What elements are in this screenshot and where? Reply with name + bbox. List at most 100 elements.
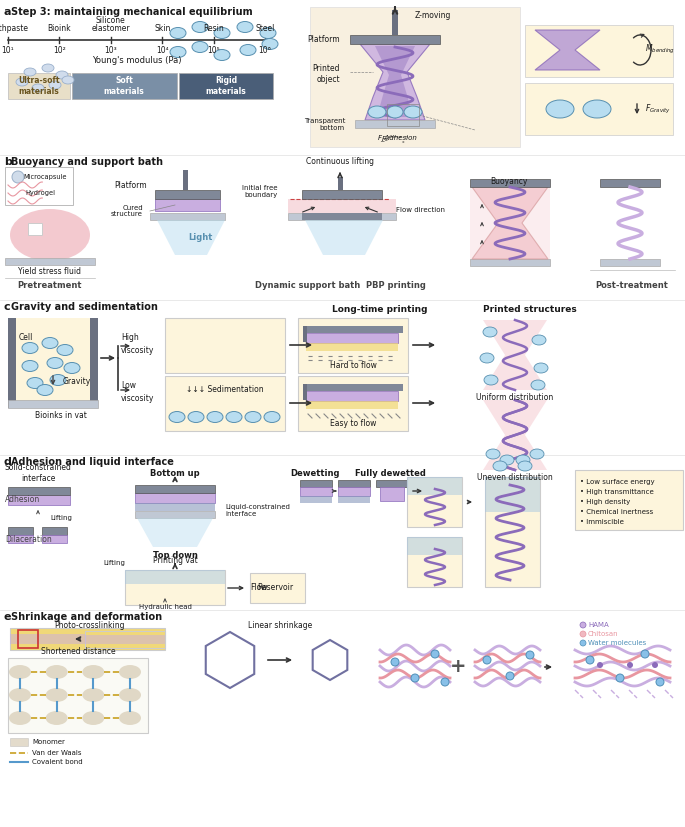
Bar [303, 384, 307, 400]
Bar [525, 25, 673, 77]
Bar [302, 190, 382, 199]
Ellipse shape [62, 76, 74, 84]
Bar [135, 493, 215, 503]
Ellipse shape [404, 106, 422, 118]
Bar [10, 634, 165, 644]
Ellipse shape [214, 27, 230, 39]
Circle shape [391, 658, 399, 666]
Bar [302, 213, 382, 220]
Circle shape [641, 650, 649, 658]
Ellipse shape [57, 345, 73, 356]
Text: Solid-constrained
interface: Solid-constrained interface [5, 463, 71, 483]
Text: Rigid
materials: Rigid materials [206, 76, 247, 96]
Bar [288, 213, 396, 220]
Ellipse shape [226, 412, 242, 423]
Text: 10²: 10² [53, 46, 66, 55]
Text: Dynamic support bath  PBP printing: Dynamic support bath PBP printing [255, 280, 425, 289]
Text: b: b [4, 157, 12, 167]
Ellipse shape [546, 100, 574, 118]
Circle shape [627, 662, 633, 668]
Polygon shape [137, 518, 213, 547]
Ellipse shape [9, 665, 31, 679]
Bar [306, 343, 398, 351]
Bar [600, 179, 660, 187]
Text: Step 3: maintaining mechanical equilibrium: Step 3: maintaining mechanical equilibri… [11, 7, 253, 17]
Text: 10⁵: 10⁵ [208, 46, 220, 55]
Ellipse shape [10, 209, 90, 261]
Text: Dewetting: Dewetting [290, 469, 340, 477]
Text: Steel: Steel [256, 24, 275, 33]
Text: Adhesion: Adhesion [5, 495, 40, 504]
Text: Fully dewetted: Fully dewetted [355, 469, 425, 477]
Circle shape [526, 651, 534, 659]
Text: viscosity: viscosity [121, 394, 154, 403]
Bar [8, 487, 70, 495]
Ellipse shape [46, 711, 68, 725]
Bar [298, 318, 408, 373]
Text: Hydrogel: Hydrogel [25, 190, 55, 196]
Text: Gravity: Gravity [63, 376, 91, 385]
Text: Transparent
bottom: Transparent bottom [303, 117, 345, 131]
Text: Low: Low [121, 381, 136, 390]
Ellipse shape [119, 711, 141, 725]
Ellipse shape [64, 362, 80, 374]
Ellipse shape [24, 68, 36, 76]
Bar [300, 480, 332, 487]
Text: a: a [4, 7, 12, 17]
Text: Shortened distance: Shortened distance [40, 648, 115, 657]
Text: Van der Waals: Van der Waals [32, 750, 82, 756]
Bar [135, 485, 215, 493]
Ellipse shape [484, 375, 498, 385]
Text: Shrinkage and deformation: Shrinkage and deformation [11, 612, 162, 622]
Ellipse shape [260, 27, 276, 39]
Bar [407, 537, 462, 555]
Bar [8, 318, 16, 408]
Ellipse shape [480, 353, 494, 363]
Ellipse shape [583, 100, 611, 118]
Ellipse shape [264, 412, 280, 423]
Bar [298, 376, 408, 431]
Text: Cell: Cell [19, 333, 34, 342]
Circle shape [441, 678, 449, 686]
Ellipse shape [262, 39, 278, 50]
Bar [165, 318, 285, 373]
Bar [306, 401, 398, 409]
Bar [150, 213, 225, 220]
Bar [310, 7, 520, 147]
Text: Post-treatment: Post-treatment [595, 280, 669, 289]
Circle shape [580, 622, 586, 628]
Text: • High density: • High density [580, 499, 630, 505]
Text: Initial free
boundary: Initial free boundary [242, 185, 278, 198]
Bar [42, 527, 67, 535]
Ellipse shape [27, 377, 43, 389]
Ellipse shape [46, 665, 68, 679]
Bar [155, 199, 220, 211]
Text: Top down: Top down [153, 551, 197, 560]
Text: Toothpaste: Toothpaste [0, 24, 29, 33]
Text: 10⁶: 10⁶ [259, 46, 271, 55]
Text: Liquid-constrained
interface: Liquid-constrained interface [225, 504, 290, 517]
Ellipse shape [214, 50, 230, 60]
Bar [300, 487, 332, 496]
Text: Long-time printing: Long-time printing [332, 305, 427, 314]
Ellipse shape [192, 41, 208, 52]
Text: Printed structures: Printed structures [483, 305, 577, 314]
Circle shape [656, 678, 664, 686]
Text: Soft
materials: Soft materials [103, 76, 145, 96]
Circle shape [580, 631, 586, 637]
Circle shape [12, 171, 24, 183]
Text: Uneven distribution: Uneven distribution [477, 474, 553, 482]
Text: Linear shrinkage: Linear shrinkage [248, 620, 312, 629]
Ellipse shape [240, 45, 256, 55]
Bar [407, 477, 462, 495]
Text: Printed
object: Printed object [312, 65, 340, 84]
Text: Fₐᵈʰᵉˢᵉ˳ⁿ: Fₐᵈʰᵉˢᵉ˳ⁿ [382, 134, 408, 142]
Polygon shape [360, 44, 430, 120]
Ellipse shape [532, 335, 546, 345]
Text: Bioinks in vat: Bioinks in vat [35, 412, 87, 420]
Ellipse shape [82, 711, 104, 725]
Text: Ultra-soft
materials: Ultra-soft materials [18, 76, 60, 96]
Text: viscosity: viscosity [121, 346, 154, 355]
Bar [16, 318, 90, 400]
Text: c: c [4, 302, 11, 312]
